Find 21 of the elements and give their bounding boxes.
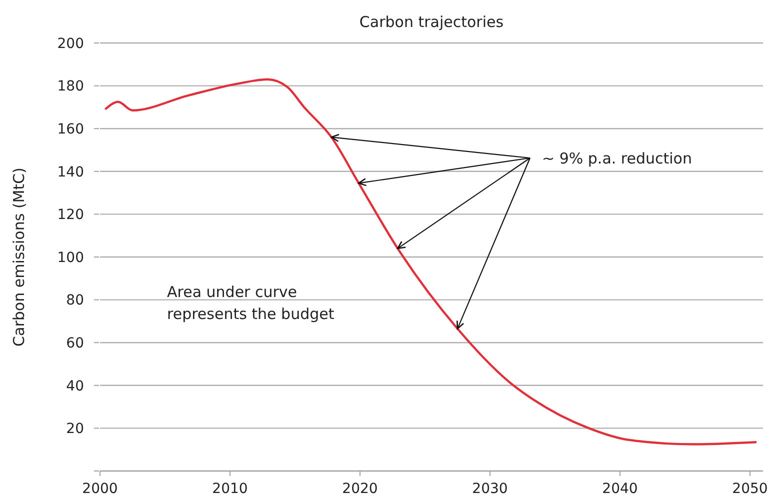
y-tick-label: 140 <box>57 164 84 180</box>
x-tick-label: 2010 <box>212 481 248 497</box>
y-tick-label: 20 <box>66 421 84 438</box>
annotation: ~ 9% p.a. reduction <box>542 149 692 168</box>
y-tick-label: 180 <box>57 78 84 95</box>
x-tick-label: 2020 <box>342 481 378 497</box>
x-tick-label: 2050 <box>732 481 768 497</box>
y-tick-label: 100 <box>57 250 84 266</box>
y-tick-label: 120 <box>57 207 84 224</box>
y-tick-label: 40 <box>66 378 84 394</box>
y-tick-label: 200 <box>57 36 84 52</box>
x-tick-label: 2000 <box>82 481 118 497</box>
line-series <box>104 78 758 446</box>
y-tick-label: 80 <box>66 292 84 309</box>
x-tick-label: 2030 <box>472 481 508 497</box>
x-tick-label: 2040 <box>602 481 638 497</box>
y-axis-title: Carbon emissions (MtC) <box>10 168 28 346</box>
y-tick-label: 60 <box>66 336 84 352</box>
annotation: Area under curve represents the budget <box>167 283 334 323</box>
y-tick-label: 160 <box>57 122 84 138</box>
chart-title: Carbon trajectories <box>359 13 504 31</box>
